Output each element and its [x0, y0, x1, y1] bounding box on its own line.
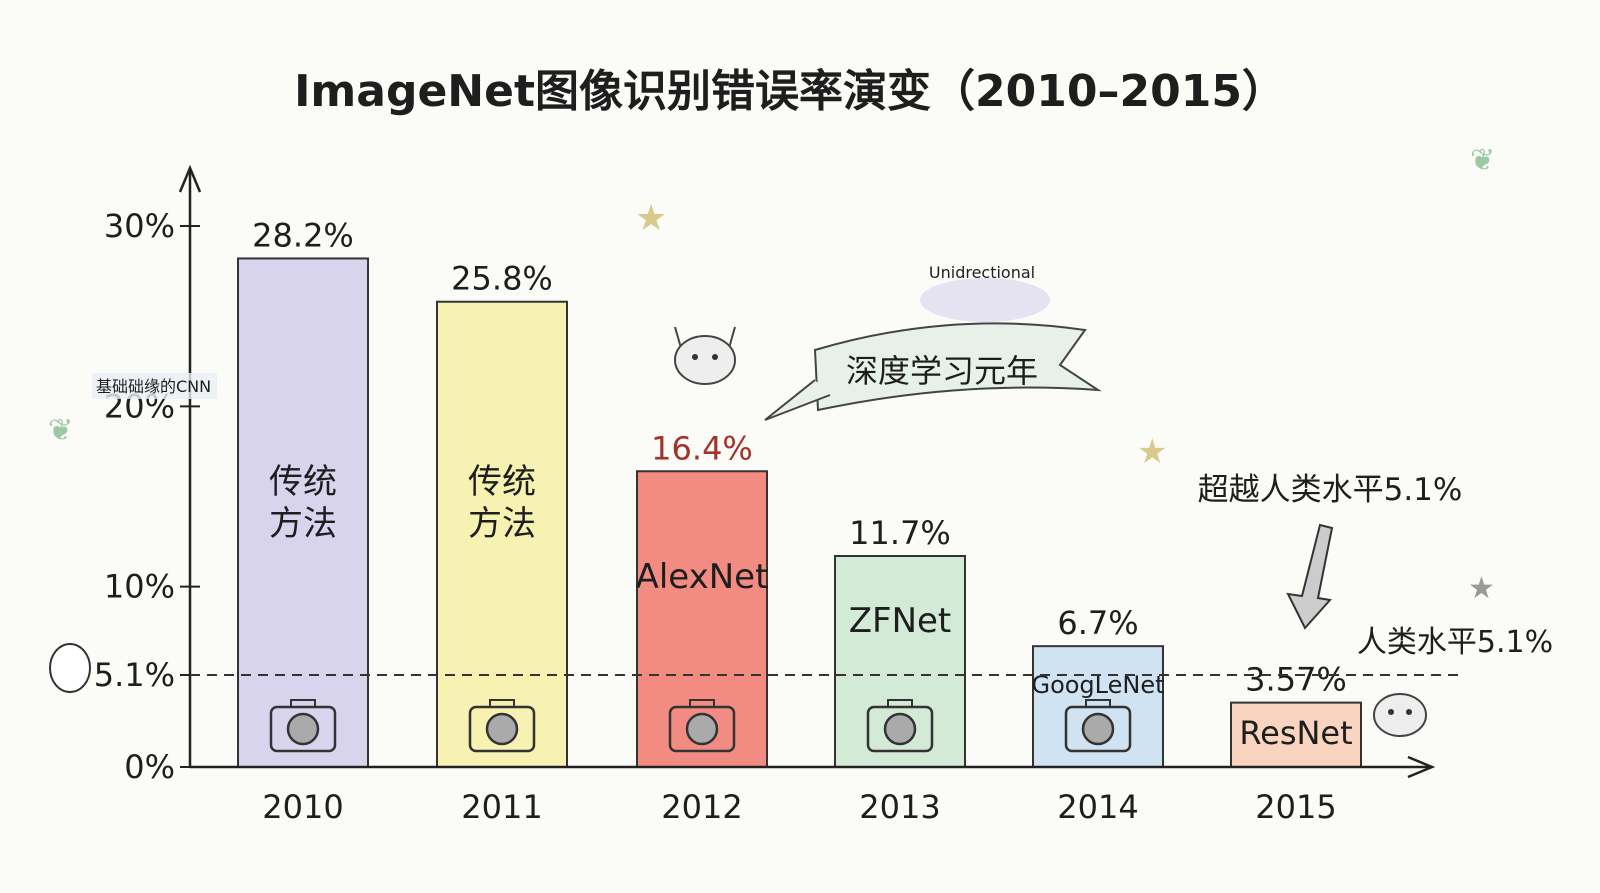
- surpass-annotation: 超越人类水平5.1%: [1198, 472, 1463, 508]
- data-label: 6.7%: [1057, 604, 1138, 642]
- bar-label: ResNet: [1239, 714, 1352, 752]
- x-tick-label: 2013: [859, 788, 940, 826]
- camera-icon: [269, 699, 337, 753]
- data-label: 28.2%: [252, 216, 354, 254]
- x-tick-label: 2011: [461, 788, 542, 826]
- person-icon: [49, 643, 91, 693]
- x-tick-label: 2014: [1057, 788, 1138, 826]
- chart-title: ImageNet图像识别错误率演变（2010–2015）: [294, 66, 1286, 117]
- bar: [1230, 701, 1362, 768]
- bar: [237, 257, 369, 768]
- y-tick-label: 10%: [104, 568, 175, 606]
- camera-lens: [685, 712, 719, 746]
- camera-top: [689, 699, 715, 708]
- camera-icon: [468, 699, 536, 753]
- y-axis-arrow-icon: [178, 164, 202, 193]
- bar-label: 方法: [468, 504, 536, 544]
- deep-learning-banner: 深度学习元年: [764, 322, 1102, 421]
- bar-label: AlexNet: [636, 557, 769, 597]
- bar: [436, 300, 568, 768]
- x-tick-label: 2015: [1255, 788, 1336, 826]
- cat-icon: [1373, 693, 1427, 737]
- cnn-note: 基础础缘的CNN: [96, 377, 211, 396]
- bar-label: ZFNet: [849, 601, 952, 641]
- x-axis-arrow-icon: [1407, 755, 1436, 779]
- data-label: 16.4%: [651, 429, 753, 467]
- camera-lens: [286, 712, 320, 746]
- camera-icon: [866, 699, 934, 753]
- bar-label: 传统: [269, 462, 337, 502]
- camera-top: [489, 699, 515, 708]
- bar-label: 传统: [468, 462, 536, 502]
- y-tick-label: 5.1%: [94, 656, 175, 694]
- leaf-icon: ❦: [48, 413, 73, 448]
- camera-top: [1085, 699, 1111, 708]
- deep-learning-text: 深度学习元年: [846, 352, 1038, 390]
- bar: [834, 555, 966, 769]
- star-icon: ★: [1468, 571, 1495, 606]
- x-tick-label: 2012: [661, 788, 742, 826]
- camera-lens: [485, 712, 519, 746]
- down-arrow-icon: [1286, 523, 1334, 630]
- star-icon: ★: [1137, 432, 1167, 472]
- star-icon: ★: [635, 198, 667, 239]
- data-label: 3.57%: [1245, 661, 1347, 699]
- x-tick-label: 2010: [262, 788, 343, 826]
- data-label: 25.8%: [451, 260, 553, 298]
- leaf-icon: ❦: [1470, 143, 1495, 178]
- y-tick-label: 0%: [124, 748, 175, 786]
- camera-icon: [1064, 699, 1132, 753]
- y-tick-label: 30%: [104, 207, 175, 245]
- cat-icon: [674, 326, 736, 385]
- camera-top: [887, 699, 913, 708]
- camera-icon: [668, 699, 736, 753]
- human-level-label: 人类水平5.1%: [1357, 625, 1553, 660]
- data-label: 11.7%: [849, 514, 951, 552]
- camera-top: [290, 699, 316, 708]
- unidirectional-label: Unidrectional: [929, 263, 1035, 282]
- camera-lens: [883, 712, 917, 746]
- camera-lens: [1081, 712, 1115, 746]
- bar-label: 方法: [269, 504, 337, 544]
